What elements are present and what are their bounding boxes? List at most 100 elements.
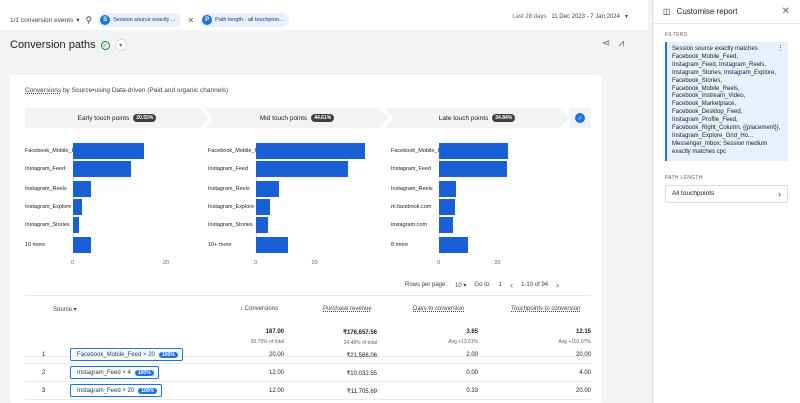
chip-letter-icon: S bbox=[100, 15, 111, 25]
bar-row[interactable]: Instagram_Reels bbox=[25, 181, 200, 197]
bar[interactable] bbox=[439, 143, 508, 159]
filter-description: Session source exactly matches Facebook_… bbox=[672, 46, 781, 155]
bar[interactable] bbox=[73, 143, 145, 159]
bar-row[interactable]: Instagram_Stories bbox=[25, 217, 200, 233]
credit-badge: 100% bbox=[134, 369, 154, 376]
header-touchpoints[interactable]: Touchpoints to conversion bbox=[511, 306, 581, 312]
metric-selector[interactable]: Conversions bbox=[25, 87, 62, 94]
bar-row[interactable]: 10 more bbox=[25, 237, 200, 253]
total-value: 3.65 bbox=[466, 329, 478, 335]
row-index: 1 bbox=[42, 352, 46, 358]
source-path-label: Facebook_Mobile_Feed × 20 bbox=[77, 351, 155, 358]
close-icon[interactable]: ✕ bbox=[187, 15, 195, 25]
tick-label: 0 bbox=[437, 260, 441, 266]
bar-row[interactable]: Instagram_Feed bbox=[391, 161, 566, 177]
bar[interactable] bbox=[256, 181, 279, 197]
bar[interactable] bbox=[439, 237, 468, 253]
bar-row[interactable]: Facebook_Mobile_Feed bbox=[208, 143, 383, 159]
header-days-to-conversion[interactable]: Days to conversion bbox=[413, 306, 465, 312]
chevron-down-icon[interactable]: ▾ bbox=[114, 39, 127, 51]
check-icon: ✓ bbox=[575, 113, 585, 123]
more-vert-icon[interactable]: ⋮ bbox=[777, 45, 784, 52]
filter-card[interactable]: ⋮ Session source exactly matches Faceboo… bbox=[665, 42, 788, 161]
bar-row[interactable]: Instagram_Explore bbox=[208, 199, 383, 215]
late-touchpoints-chart: Facebook_Mobile_Feed Instagram_Feed Instag… bbox=[391, 143, 566, 268]
cell-days: 2.00 bbox=[466, 352, 478, 358]
bar-row[interactable]: Facebook_Mobile_Feed bbox=[25, 143, 200, 159]
page-range: 1-10 of 94 bbox=[521, 282, 549, 288]
bar[interactable] bbox=[73, 181, 92, 197]
phase-percent-badge: 20.55% bbox=[133, 114, 157, 122]
bar[interactable] bbox=[256, 143, 366, 159]
bar-row[interactable]: Instagram_Explore bbox=[25, 199, 200, 215]
bar[interactable] bbox=[256, 161, 348, 177]
bar-label: Facebook_Mobile_Feed bbox=[25, 148, 85, 154]
share-icon[interactable]: ⋖ bbox=[601, 38, 611, 49]
conversion-events-selector[interactable]: 1/1 conversion events ▾ bbox=[10, 16, 80, 25]
rows-per-page-select[interactable]: 10 ▾ bbox=[455, 282, 467, 289]
table-row[interactable]: 2 Instagram_Feed × 4 100% 12.00 ₹10,032.5… bbox=[25, 364, 591, 382]
goto-input[interactable]: 1 bbox=[498, 282, 503, 288]
total-value: 12.15 bbox=[575, 329, 591, 335]
bar-label: Instagram_Reels bbox=[208, 186, 250, 192]
path-length-filter-chip[interactable]: P Path length - all touchpoin... bbox=[200, 13, 290, 27]
conversion-paths-card: Conversions by Source•using Data-driven … bbox=[10, 75, 602, 403]
bar-row[interactable]: Instagram_Feed bbox=[25, 161, 200, 177]
close-icon[interactable]: ✕ bbox=[781, 6, 790, 17]
card-title: Conversions by Source•using Data-driven … bbox=[25, 87, 228, 94]
source-path-chip[interactable]: Instagram_Feed × 4 100% bbox=[70, 366, 159, 379]
phase-late: Late touch points 34.84% bbox=[385, 108, 569, 128]
session-source-filter-chip[interactable]: S Session source exactly ... bbox=[98, 13, 182, 27]
date-range-picker[interactable]: Last 28 days 11 Dec 2023 - 7 Jan 2024 ▾ bbox=[512, 13, 628, 21]
path-length-section-label: PATH LENGTH bbox=[665, 174, 703, 181]
insights-icon[interactable]: ⩘ bbox=[618, 38, 624, 49]
bar[interactable] bbox=[439, 161, 507, 177]
totals-row: 187.00 30.76% of total ₹176,657.56 24.48% … bbox=[25, 327, 591, 357]
total-sub: Avg +13.01% bbox=[448, 339, 478, 345]
bar-row[interactable]: Instagram_Stories bbox=[208, 217, 383, 233]
bar-label: Instagram_Feed bbox=[391, 166, 432, 172]
bar-row[interactable]: m.facebook.com bbox=[391, 199, 566, 215]
source-path-chip[interactable]: Instagram_Feed × 20 100% bbox=[70, 384, 162, 397]
table-row[interactable]: 1 Facebook_Mobile_Feed × 20 100% 20.00 ₹2… bbox=[25, 346, 591, 364]
bar-row[interactable]: instagram.com bbox=[391, 217, 566, 233]
source-path-chip[interactable]: Facebook_Mobile_Feed × 20 100% bbox=[70, 348, 183, 361]
bar-row[interactable]: 10+ more bbox=[208, 237, 383, 253]
phase-mid: Mid touch points 44.61% bbox=[205, 108, 389, 128]
bar[interactable] bbox=[256, 237, 288, 253]
bar-label: Instagram_Stories bbox=[208, 222, 253, 228]
next-page-icon[interactable]: › bbox=[556, 280, 560, 290]
phase-confirm[interactable]: ✓ bbox=[569, 108, 591, 128]
page-title: Conversion paths ✓ ▾ bbox=[10, 39, 127, 51]
bar-row[interactable]: Instagram_Feed bbox=[208, 161, 383, 177]
bar[interactable] bbox=[73, 199, 83, 215]
bar[interactable] bbox=[439, 181, 457, 197]
panel-title: Customise report bbox=[676, 7, 738, 16]
title-actions: ⋖ ⩘ bbox=[602, 38, 624, 49]
credit-badge: 100% bbox=[158, 351, 178, 358]
bar[interactable] bbox=[256, 199, 271, 215]
bar[interactable] bbox=[439, 199, 455, 215]
bar-row[interactable]: 8 more bbox=[391, 237, 566, 253]
table-row[interactable]: 3 Instagram_Feed × 20 100% 12.00 ₹11,705.… bbox=[25, 382, 591, 400]
path-length-select[interactable]: All touchpoints › bbox=[665, 184, 788, 203]
bar-row[interactable]: Instagram_Reels bbox=[391, 181, 566, 197]
bar[interactable] bbox=[73, 237, 92, 253]
filters-section-label: FILTERS bbox=[665, 32, 688, 38]
bar[interactable] bbox=[439, 217, 454, 233]
bar-label: Instagram_Feed bbox=[208, 166, 249, 172]
phase-label: Early touch points bbox=[77, 114, 130, 122]
filter-icon[interactable]: ⚲ bbox=[85, 14, 93, 25]
bar-row[interactable]: Facebook_Mobile_Feed bbox=[391, 143, 566, 159]
bar[interactable] bbox=[256, 217, 268, 233]
header-purchase-revenue[interactable]: Purchase revenue bbox=[323, 306, 372, 312]
total-days: 3.65 Avg +13.01% bbox=[448, 329, 478, 345]
header-conversions[interactable]: ↓ Conversions bbox=[240, 306, 279, 312]
prev-page-icon[interactable]: ‹ bbox=[510, 280, 514, 290]
axis-line bbox=[256, 143, 257, 253]
bar[interactable] bbox=[73, 217, 79, 233]
source-dimension-selector[interactable]: Source ▾ bbox=[53, 307, 77, 313]
bar[interactable] bbox=[73, 161, 131, 177]
phase-early: Early touch points 20.55% bbox=[25, 108, 209, 128]
bar-row[interactable]: Instagram_Reels bbox=[208, 181, 383, 197]
